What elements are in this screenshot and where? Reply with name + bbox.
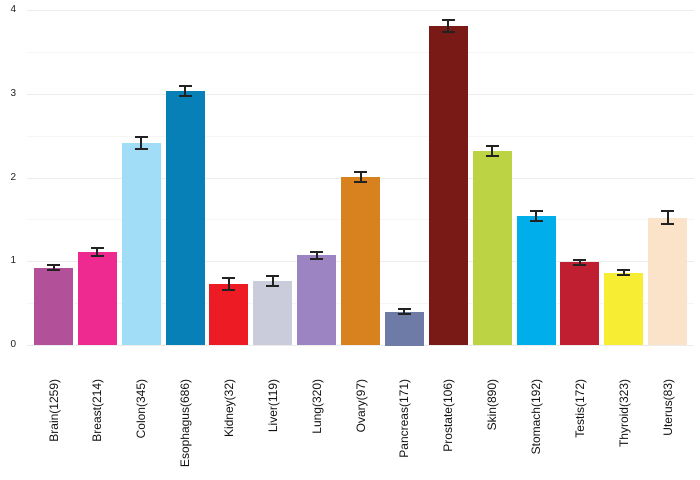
- error-cap-bottom-colon: [135, 148, 148, 150]
- bar-esophagus: [166, 91, 205, 345]
- error-bar-kidney: [228, 278, 230, 290]
- error-cap-bottom-brain: [47, 269, 60, 271]
- error-cap-bottom-ovary: [354, 181, 367, 183]
- error-cap-top-kidney: [222, 277, 235, 279]
- error-cap-top-ovary: [354, 171, 367, 173]
- error-cap-bottom-kidney: [222, 289, 235, 291]
- bar-brain: [34, 268, 73, 345]
- x-axis-label-pancreas: Pancreas(171): [397, 379, 411, 458]
- bar-uterus: [648, 218, 687, 345]
- x-axis-label-kidney: Kidney(32): [222, 379, 236, 438]
- error-bar-esophagus: [184, 86, 186, 96]
- bar-liver: [253, 281, 292, 345]
- x-axis-label-breast: Breast(214): [90, 379, 104, 442]
- error-cap-bottom-prostate: [442, 31, 455, 33]
- bar-ovary: [341, 177, 380, 345]
- bar-stomach: [517, 216, 556, 345]
- x-axis-label-ovary: Ovary(97): [354, 379, 368, 433]
- error-cap-bottom-skin: [486, 155, 499, 157]
- error-cap-top-breast: [91, 247, 104, 249]
- bar-lung: [297, 255, 336, 345]
- gridline-minor: [27, 136, 694, 137]
- error-cap-top-skin: [486, 145, 499, 147]
- error-cap-bottom-thyroid: [617, 274, 630, 276]
- bar-pancreas: [385, 312, 424, 346]
- gridline-major: [27, 94, 694, 95]
- gridline-major: [27, 345, 694, 346]
- x-axis-label-brain: Brain(1259): [47, 379, 61, 442]
- error-cap-top-esophagus: [179, 85, 192, 87]
- error-bar-thyroid: [623, 270, 625, 275]
- error-bar-colon: [140, 137, 142, 149]
- bar-colon: [122, 143, 161, 345]
- error-cap-bottom-testis: [573, 264, 586, 266]
- error-cap-top-pancreas: [398, 308, 411, 310]
- error-bar-pancreas: [403, 309, 405, 314]
- error-cap-top-brain: [47, 264, 60, 266]
- error-cap-top-prostate: [442, 19, 455, 21]
- x-axis-label-liver: Liver(119): [266, 379, 280, 433]
- error-cap-top-stomach: [530, 210, 543, 212]
- error-cap-bottom-uterus: [661, 223, 674, 225]
- y-axis-tick-label: 3: [10, 88, 16, 99]
- error-bar-testis: [579, 260, 581, 265]
- bar-kidney: [209, 284, 248, 345]
- error-cap-bottom-pancreas: [398, 313, 411, 315]
- bar-skin: [473, 151, 512, 345]
- bar-breast: [78, 252, 117, 345]
- error-bar-prostate: [447, 20, 449, 32]
- error-cap-top-lung: [310, 251, 323, 253]
- error-cap-top-testis: [573, 259, 586, 261]
- error-bar-skin: [491, 146, 493, 156]
- x-axis-label-prostate: Prostate(106): [441, 379, 455, 452]
- error-cap-top-colon: [135, 136, 148, 138]
- y-axis-tick-label: 0: [10, 339, 16, 350]
- error-bar-uterus: [667, 211, 669, 224]
- error-cap-top-liver: [266, 275, 279, 277]
- error-cap-bottom-breast: [91, 255, 104, 257]
- error-cap-bottom-lung: [310, 258, 323, 260]
- gridline-major: [27, 10, 694, 11]
- error-bar-ovary: [360, 172, 362, 182]
- error-cap-top-uterus: [661, 210, 674, 212]
- x-axis-label-lung: Lung(320): [310, 379, 324, 434]
- error-cap-bottom-esophagus: [179, 95, 192, 97]
- bar-testis: [560, 262, 599, 345]
- y-axis-tick-label: 1: [10, 255, 16, 266]
- x-axis-label-skin: Skin(890): [485, 379, 499, 431]
- error-cap-top-thyroid: [617, 269, 630, 271]
- error-bar-breast: [96, 248, 98, 256]
- error-cap-bottom-stomach: [530, 220, 543, 222]
- y-axis-tick-label: 2: [10, 172, 16, 183]
- x-axis-label-esophagus: Esophagus(686): [178, 379, 192, 468]
- gridline-minor: [27, 52, 694, 53]
- x-axis-label-thyroid: Thyroid(323): [617, 379, 631, 448]
- error-bar-lung: [316, 252, 318, 259]
- error-bar-liver: [272, 276, 274, 286]
- x-axis-label-stomach: Stomach(192): [529, 379, 543, 455]
- error-cap-bottom-liver: [266, 285, 279, 287]
- x-axis-label-uterus: Uterus(83): [661, 379, 675, 436]
- bar-thyroid: [604, 273, 643, 345]
- bar-prostate: [429, 26, 468, 345]
- x-axis-label-testis: Testis(172): [573, 379, 587, 438]
- error-bar-stomach: [535, 211, 537, 221]
- x-axis-label-colon: Colon(345): [134, 379, 148, 439]
- error-bar-brain: [53, 265, 55, 270]
- y-axis-tick-label: 4: [10, 4, 16, 15]
